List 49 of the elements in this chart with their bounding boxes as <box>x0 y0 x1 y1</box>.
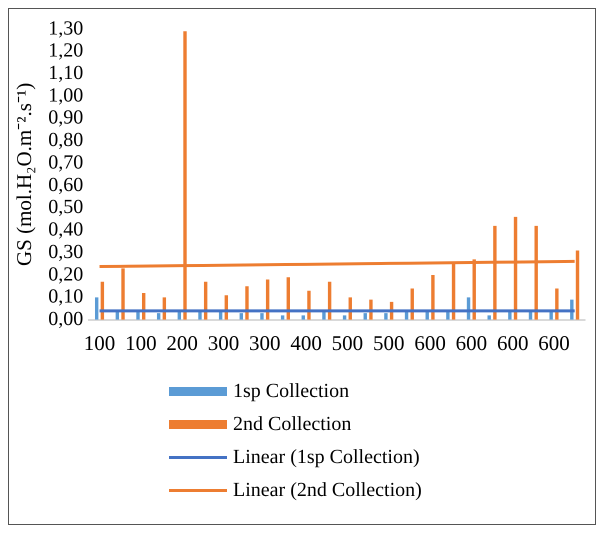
bar <box>364 313 367 320</box>
x-tick-label: 400 <box>290 330 322 355</box>
y-tick-label: 0,00 <box>48 308 84 330</box>
legend-label: 2nd Collection <box>233 413 352 436</box>
x-tick-label: 500 <box>372 330 404 355</box>
bar <box>94 297 98 320</box>
bar <box>204 282 208 320</box>
y-tick-label: 0,30 <box>48 240 84 263</box>
bar <box>302 315 305 320</box>
bar <box>384 313 388 320</box>
x-tick-label: 200 <box>166 330 198 355</box>
x-tick-label: 600 <box>496 330 528 355</box>
y-axis-title: GS (mol.H₂O.m⁻².s⁻¹) <box>12 82 36 266</box>
x-tick-label: 100 <box>125 330 157 355</box>
y-tick-label: 1,20 <box>48 40 84 62</box>
legend-label: Linear (2nd Collection) <box>233 479 422 502</box>
x-tick-label: 300 <box>249 330 281 355</box>
bar <box>286 277 290 320</box>
bar <box>487 315 491 320</box>
y-tick-label: 0,10 <box>48 286 84 308</box>
x-tick-label: 100 <box>84 330 116 355</box>
y-tick-label: 0,40 <box>48 218 84 241</box>
bar <box>142 292 146 320</box>
y-tick-label: 0,20 <box>48 263 84 286</box>
y-tick-label: 1,00 <box>48 84 84 106</box>
x-tick-label: 600 <box>538 330 570 355</box>
bar <box>431 275 435 320</box>
legend-label: Linear (1sp Collection) <box>233 446 420 469</box>
bar <box>240 313 243 320</box>
bar <box>555 288 559 320</box>
bar <box>266 280 270 320</box>
y-tick-label: 0,90 <box>48 106 84 129</box>
y-tick-label: 0,80 <box>48 129 84 152</box>
x-tick-label: 300 <box>208 330 240 355</box>
y-tick-label: 1,10 <box>48 62 84 84</box>
bar <box>100 282 104 320</box>
bar <box>156 313 160 320</box>
bar <box>342 315 346 320</box>
y-tick-label: 0,70 <box>48 151 84 174</box>
bar <box>410 288 414 320</box>
x-tick-label: 600 <box>456 330 488 355</box>
y-tick-label: 0,50 <box>48 196 84 218</box>
x-tick-label: 500 <box>332 330 364 355</box>
y-tick-label: 1,30 <box>48 17 84 40</box>
legend-label: 1sp Collection <box>233 380 350 403</box>
x-tick-label: 600 <box>414 330 446 355</box>
bar <box>328 282 332 320</box>
bar <box>280 315 284 320</box>
y-tick-label: 0,60 <box>48 174 84 196</box>
